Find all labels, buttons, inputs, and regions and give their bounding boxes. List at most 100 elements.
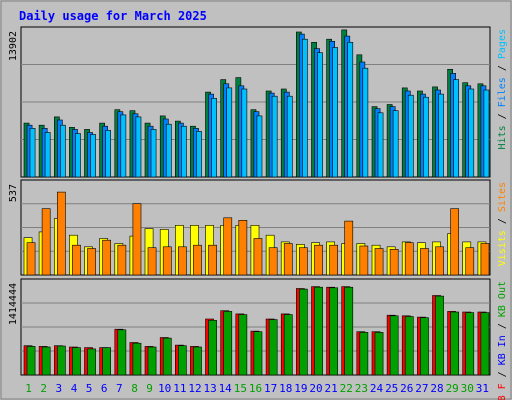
day-label: 11 — [173, 382, 186, 395]
top-bar-pages — [29, 128, 36, 178]
middle-bar-sites — [404, 242, 414, 276]
middle-bar-sites — [253, 238, 263, 276]
bottom-bar-kb-out — [41, 346, 51, 376]
legend-entry: KB F — [497, 383, 508, 400]
bottom-bar-kb-out — [102, 347, 111, 376]
top-bar-pages — [120, 114, 127, 178]
middle-bar-sites — [132, 203, 142, 276]
chart-panels: 13902 Hits / Files / Pages 537 Visits / Sit… — [8, 26, 508, 400]
day-label: 9 — [146, 382, 153, 395]
bottom-bar-kb-out — [450, 311, 460, 376]
bottom-bar-kb-out — [374, 332, 384, 376]
legend-entry: / — [497, 317, 508, 335]
middle-bar-sites — [344, 220, 354, 276]
top-panel: 13902 Hits / Files / Pages — [8, 26, 508, 178]
day-label: 6 — [101, 382, 108, 395]
bottom-bar-kb-out — [132, 342, 142, 376]
middle-bar-sites — [117, 244, 127, 276]
day-label: 17 — [264, 382, 277, 395]
bottom-bar-kb-out — [298, 288, 308, 376]
day-label: 30 — [461, 382, 474, 395]
day-label: 26 — [400, 382, 413, 395]
middle-bar-sites — [450, 208, 460, 276]
day-label: 3 — [55, 382, 62, 395]
middle-legend-text: Visits / Sites — [497, 182, 508, 266]
day-label: 4 — [71, 382, 78, 395]
legend-entry: Pages — [497, 29, 508, 59]
bottom-bar-kb-out — [344, 286, 354, 376]
day-label: 15 — [234, 382, 247, 395]
day-label: 13 — [203, 382, 216, 395]
middle-bar-sites — [314, 244, 323, 276]
top-bar-pages — [301, 38, 308, 178]
middle-panel: 537 Visits / Sites — [8, 179, 508, 276]
top-bar-pages — [317, 52, 323, 178]
legend-entry: Visits — [497, 230, 508, 266]
bottom-bar-kb-out — [283, 314, 293, 376]
legend-entry: KB In — [497, 335, 508, 365]
middle-bar-sites — [87, 248, 96, 276]
legend-entry: Sites — [497, 182, 508, 212]
bottom-bar-kb-out — [56, 345, 66, 376]
bottom-legend-text: KB F / KB In / KB Out — [497, 281, 508, 400]
middle-bar-sites — [283, 243, 293, 276]
top-bar-pages — [105, 130, 111, 178]
bottom-bar-kb-out — [26, 346, 36, 376]
day-label: 14 — [219, 382, 233, 395]
top-bar-pages — [150, 129, 157, 178]
top-bar-pages — [347, 41, 354, 178]
middle-bar-sites — [268, 247, 278, 276]
middle-bar-sites — [298, 247, 308, 276]
top-ytick-label: 13902 — [8, 31, 19, 61]
bottom-bar-kb-out — [208, 319, 217, 376]
day-label: 31 — [476, 382, 489, 395]
bottom-bar-kb-out — [162, 337, 172, 376]
day-label: 5 — [86, 382, 93, 395]
day-label: 21 — [324, 382, 337, 395]
top-bar-pages — [165, 123, 172, 178]
top-bar-pages — [438, 93, 444, 178]
bottom-bar-kb-out — [389, 315, 399, 376]
day-label: 8 — [131, 382, 138, 395]
middle-ytick-label: 537 — [8, 184, 19, 202]
top-bar-pages — [256, 115, 263, 178]
bottom-bar-kb-out — [465, 312, 475, 376]
top-bar-pages — [468, 88, 475, 178]
legend-entry: KB Out — [497, 281, 508, 317]
middle-bar-sites — [178, 246, 187, 276]
middle-bar-sites — [374, 248, 384, 276]
middle-bar-sites — [329, 244, 339, 276]
middle-bar-sites — [435, 246, 444, 276]
middle-bar-sites — [147, 247, 157, 276]
top-bar-pages — [226, 87, 233, 178]
day-label: 1 — [25, 382, 32, 395]
top-bar-pages — [44, 132, 51, 178]
top-bar-pages — [423, 96, 429, 178]
bottom-bar-kb-out — [87, 348, 96, 376]
bottom-legend: KB F / KB In / KB Out — [497, 281, 508, 400]
bottom-bar-kb-out — [223, 311, 233, 376]
top-bar-pages — [135, 116, 142, 178]
top-legend: Hits / Files / Pages — [497, 29, 508, 149]
bottom-ytick-label: 1414444 — [8, 283, 19, 325]
top-bar-pages — [90, 134, 96, 178]
top-bar-pages — [332, 47, 339, 178]
top-bar-pages — [286, 95, 293, 178]
bottom-bar-kb-out — [268, 319, 278, 376]
day-label: 28 — [430, 382, 443, 395]
top-legend-text: Hits / Files / Pages — [497, 29, 508, 149]
bottom-bar-kb-out — [480, 312, 490, 376]
day-label: 24 — [370, 382, 384, 395]
day-label: 19 — [294, 382, 307, 395]
bottom-bar-kb-out — [253, 331, 263, 376]
day-label: 20 — [309, 382, 322, 395]
top-bar-pages — [392, 110, 399, 178]
bottom-bar-kb-out — [238, 314, 248, 376]
top-bar-pages — [483, 89, 490, 178]
middle-bar-sites — [238, 220, 248, 276]
middle-bar-sites — [359, 245, 369, 276]
day-label: 27 — [415, 382, 428, 395]
bottom-panel: 1414444 KB F / KB In / KB Out — [8, 278, 508, 400]
